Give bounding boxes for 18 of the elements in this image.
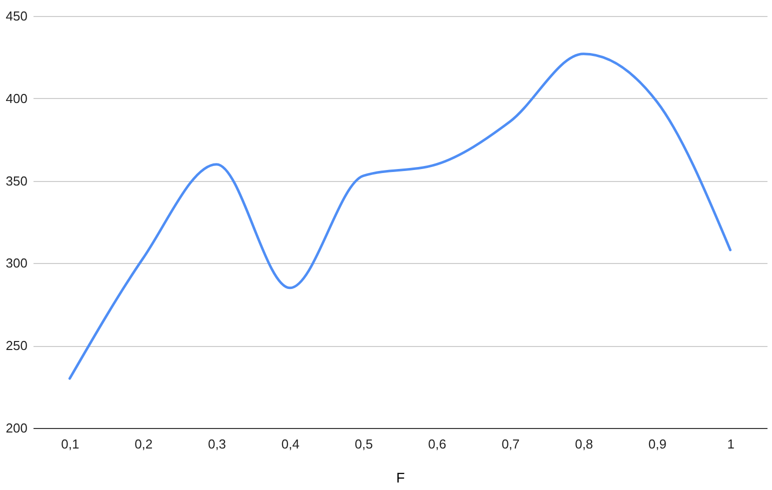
x-tick-label: 0,8 <box>574 436 594 452</box>
x-axis-title: F <box>396 470 405 486</box>
x-tick-label: 1 <box>727 436 734 452</box>
y-tick-label: 300 <box>6 256 28 271</box>
y-tick-label: 200 <box>6 420 28 436</box>
x-tick-label: 0,5 <box>354 436 373 452</box>
y-tick-label: 400 <box>6 90 28 106</box>
y-tick-label: 450 <box>6 8 28 24</box>
y-tick-label: 250 <box>6 338 28 354</box>
x-tick-label: 0,1 <box>61 436 80 452</box>
x-tick-label: 0,6 <box>428 436 446 452</box>
x-tick-label: 0,2 <box>134 436 153 452</box>
x-tick-label: 0,4 <box>281 436 300 452</box>
x-tick-label: 0,3 <box>208 436 226 452</box>
x-tick-label: 0,7 <box>502 436 520 452</box>
x-tick-label: 0,9 <box>648 436 666 452</box>
line-series <box>68 52 732 380</box>
y-tick-label: 350 <box>6 173 28 188</box>
